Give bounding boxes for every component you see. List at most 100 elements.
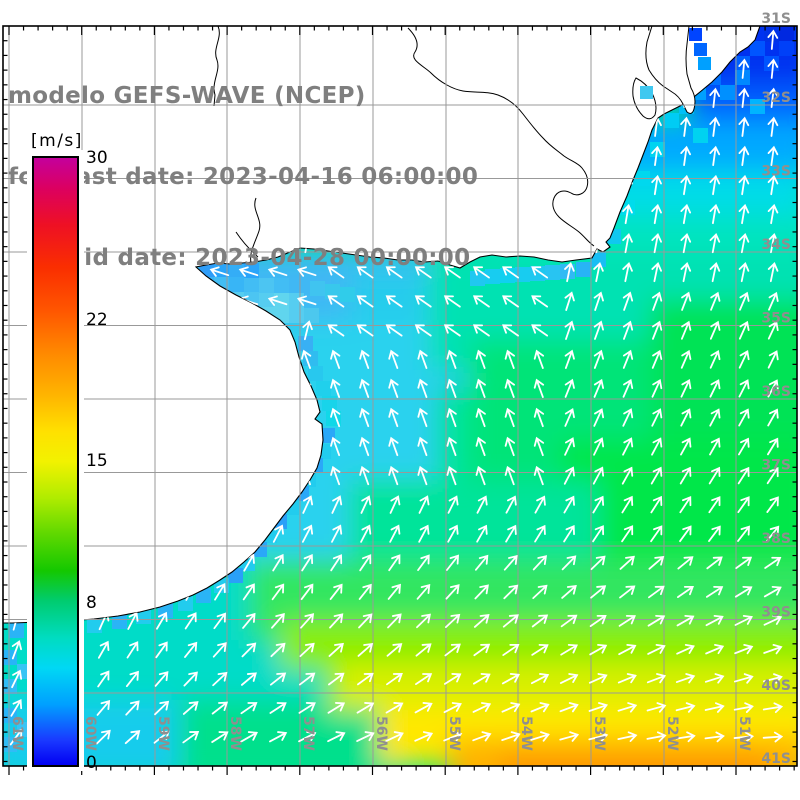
wind-arrow [675, 673, 696, 684]
lat-label: 32S [761, 90, 791, 106]
wind-arrow [709, 408, 721, 427]
wind-arrow [621, 466, 634, 485]
wind-arrow [473, 643, 491, 657]
wind-arrow [331, 87, 342, 108]
wave-cell [576, 262, 591, 277]
wind-arrow [128, 582, 139, 602]
wind-arrow [622, 203, 633, 225]
wind-arrow [734, 644, 754, 655]
wind-arrow [418, 524, 430, 543]
wind-arrow [10, 87, 22, 108]
wind-arrow [651, 378, 663, 398]
wind-arrow [11, 640, 22, 660]
lat-label: 40S [761, 678, 791, 694]
wind-arrow [593, 349, 604, 369]
lat-label: 39S [761, 605, 791, 621]
wave-cell [87, 618, 102, 633]
wind-arrow [330, 407, 341, 428]
wind-arrow [185, 524, 197, 543]
colorbar-tick-label: 8 [86, 593, 97, 613]
wave-cell [259, 293, 274, 308]
wind-arrow [157, 553, 168, 573]
river-line [213, 26, 220, 107]
colorbar-gradient [34, 158, 77, 765]
wind-arrow [530, 702, 550, 713]
wind-arrow [705, 643, 725, 655]
wind-arrow [564, 349, 575, 369]
wind-arrow [359, 554, 372, 572]
wind-arrow [504, 378, 515, 398]
wind-arrow [244, 466, 255, 486]
wind-arrow [738, 29, 750, 50]
wind-arrow [156, 291, 168, 312]
wind-arrow [157, 436, 168, 457]
wind-arrow [360, 145, 371, 167]
wind-arrow [331, 495, 343, 514]
wind-arrow [443, 295, 461, 308]
wind-arrow [209, 266, 230, 277]
wind-arrow [11, 610, 22, 631]
wind-arrow [704, 702, 725, 713]
wind-arrow [185, 320, 197, 341]
wind-arrow [652, 320, 663, 340]
wind-arrow [651, 232, 662, 254]
wind-arrow [532, 555, 548, 571]
wind-arrow [156, 58, 168, 79]
wind-arrow [11, 174, 22, 196]
wind-arrow [327, 324, 345, 337]
wind-arrow [156, 29, 168, 50]
lon-label: 55W [446, 716, 462, 751]
wind-arrow [709, 379, 721, 398]
wind-arrow [447, 87, 459, 108]
wind-arrow [127, 232, 139, 254]
wind-arrow [762, 673, 783, 684]
wind-arrow [11, 232, 22, 254]
wind-arrow [589, 614, 607, 627]
wind-arrow [533, 436, 545, 457]
wave-cell [515, 267, 530, 282]
wind-arrow [358, 583, 372, 600]
wind-arrow [680, 437, 692, 456]
wind-arrow [502, 324, 519, 337]
wind-arrow [447, 174, 459, 196]
wind-arrow [704, 673, 725, 684]
lat-label: 41S [761, 751, 791, 767]
wind-arrow [272, 87, 284, 108]
wind-arrow [11, 291, 22, 312]
wind-arrow [706, 556, 723, 570]
lat-label: 38S [761, 531, 791, 547]
wind-arrow [11, 349, 22, 370]
wind-arrow [186, 407, 197, 428]
wind-arrow [267, 266, 288, 277]
wind-arrow [417, 465, 428, 486]
wind-arrow [618, 643, 637, 656]
wind-arrow [767, 87, 779, 108]
wind-arrow [127, 378, 139, 399]
wind-arrow [502, 295, 519, 308]
wind-arrow [418, 145, 430, 167]
colorbar-panel [27, 150, 84, 771]
wind-arrow [476, 116, 488, 137]
wind-arrow [40, 116, 51, 137]
wind-arrow [561, 585, 577, 599]
wind-arrow [502, 643, 520, 656]
wind-arrow [272, 58, 284, 79]
wind-arrow [679, 495, 692, 514]
wind-arrow [125, 700, 140, 716]
wind-arrow [534, 203, 546, 225]
colorbar-frame [32, 156, 79, 767]
wind-arrow [185, 116, 197, 137]
wave-cell [308, 366, 323, 381]
wind-arrow [505, 58, 517, 79]
wind-arrow [534, 174, 546, 196]
wind-arrow [505, 29, 517, 50]
wind-arrow [182, 731, 200, 744]
wave-cell [3, 650, 17, 665]
wind-arrow [446, 378, 457, 398]
wind-arrow [389, 145, 401, 167]
wind-arrow [98, 524, 110, 543]
wind-arrow [69, 29, 80, 50]
wind-arrow [622, 408, 634, 427]
wind-arrow [98, 262, 110, 283]
